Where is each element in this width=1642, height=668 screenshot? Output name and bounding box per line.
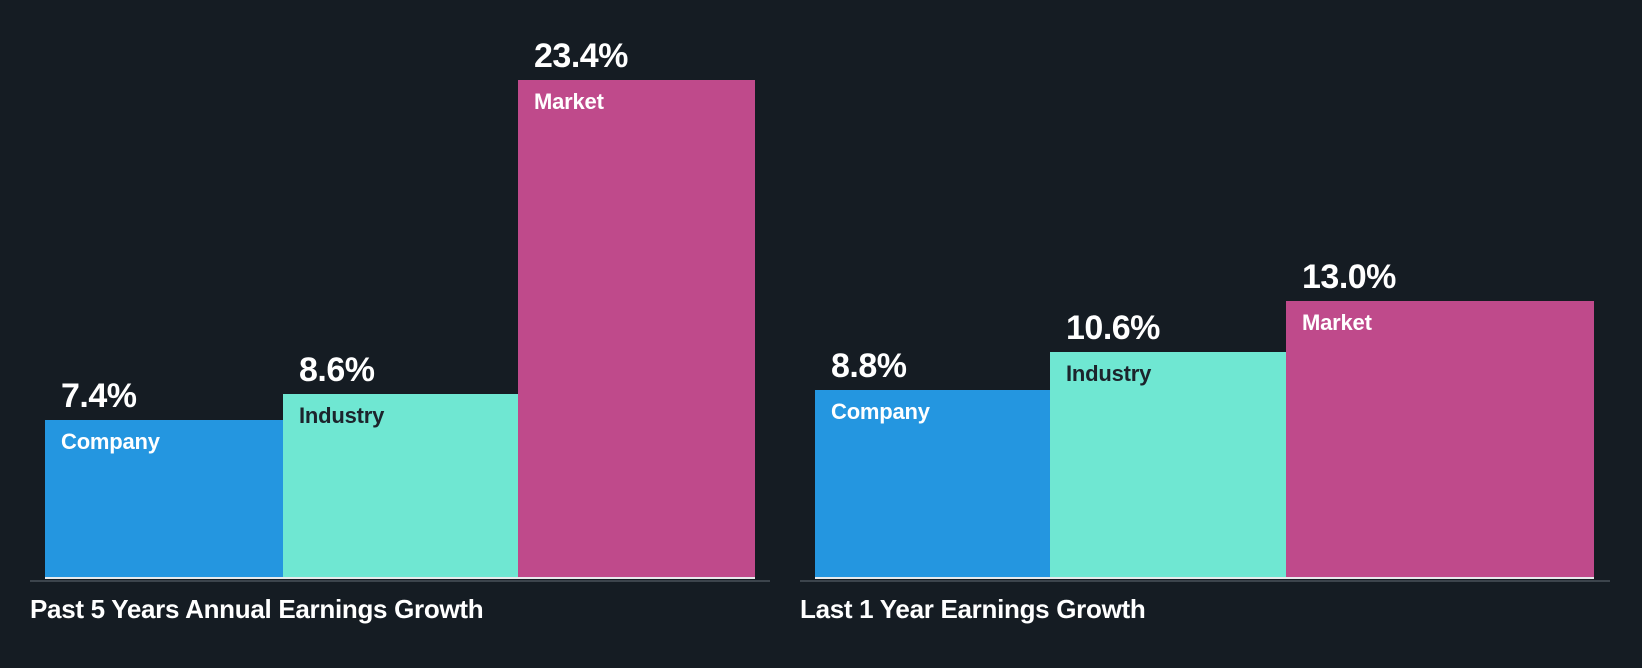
bar-market-right[interactable]: 13.0% Market [1286,260,1594,577]
bar-label-industry-right: Industry [1066,361,1152,386]
axis-highlight-right [815,577,1594,579]
bar-label-market-right: Market [1302,310,1372,335]
plot-area-left: 7.4% Company 8.6% Industry 23.4% Market [0,0,790,577]
bar-company-right[interactable]: 8.8% Company [815,349,1050,577]
bar-company-left[interactable]: 7.4% Company [45,379,283,577]
bar-value-market-right: 13.0% [1302,258,1396,296]
bar-label-company-left: Company [61,429,160,454]
bar-value-industry-left: 8.6% [299,351,375,389]
axis-line-left [30,580,770,582]
bar-value-industry-right: 10.6% [1066,309,1160,347]
bar-industry-right[interactable]: 10.6% Industry [1050,311,1286,577]
bar-label-company-right: Company [831,399,930,424]
bar-label-market-left: Market [534,89,604,114]
chart-title-past-5-years: Past 5 Years Annual Earnings Growth [30,594,484,624]
plot-area-right: 8.8% Company 10.6% Industry 13.0% Market [790,0,1642,577]
bar-industry-left[interactable]: 8.6% Industry [283,353,518,577]
axis-highlight-left [45,577,755,579]
chart-panel-last-1-year: 8.8% Company 10.6% Industry 13.0% Market… [790,0,1642,668]
bar-value-company-right: 8.8% [831,347,907,385]
bar-value-market-left: 23.4% [534,37,628,75]
chart-panel-past-5-years: 7.4% Company 8.6% Industry 23.4% Market … [0,0,790,668]
chart-title-last-1-year: Last 1 Year Earnings Growth [800,594,1146,624]
bar-value-company-left: 7.4% [61,377,137,415]
bar-label-industry-left: Industry [299,403,385,428]
bar-market-left[interactable]: 23.4% Market [518,39,755,577]
axis-line-right [800,580,1610,582]
